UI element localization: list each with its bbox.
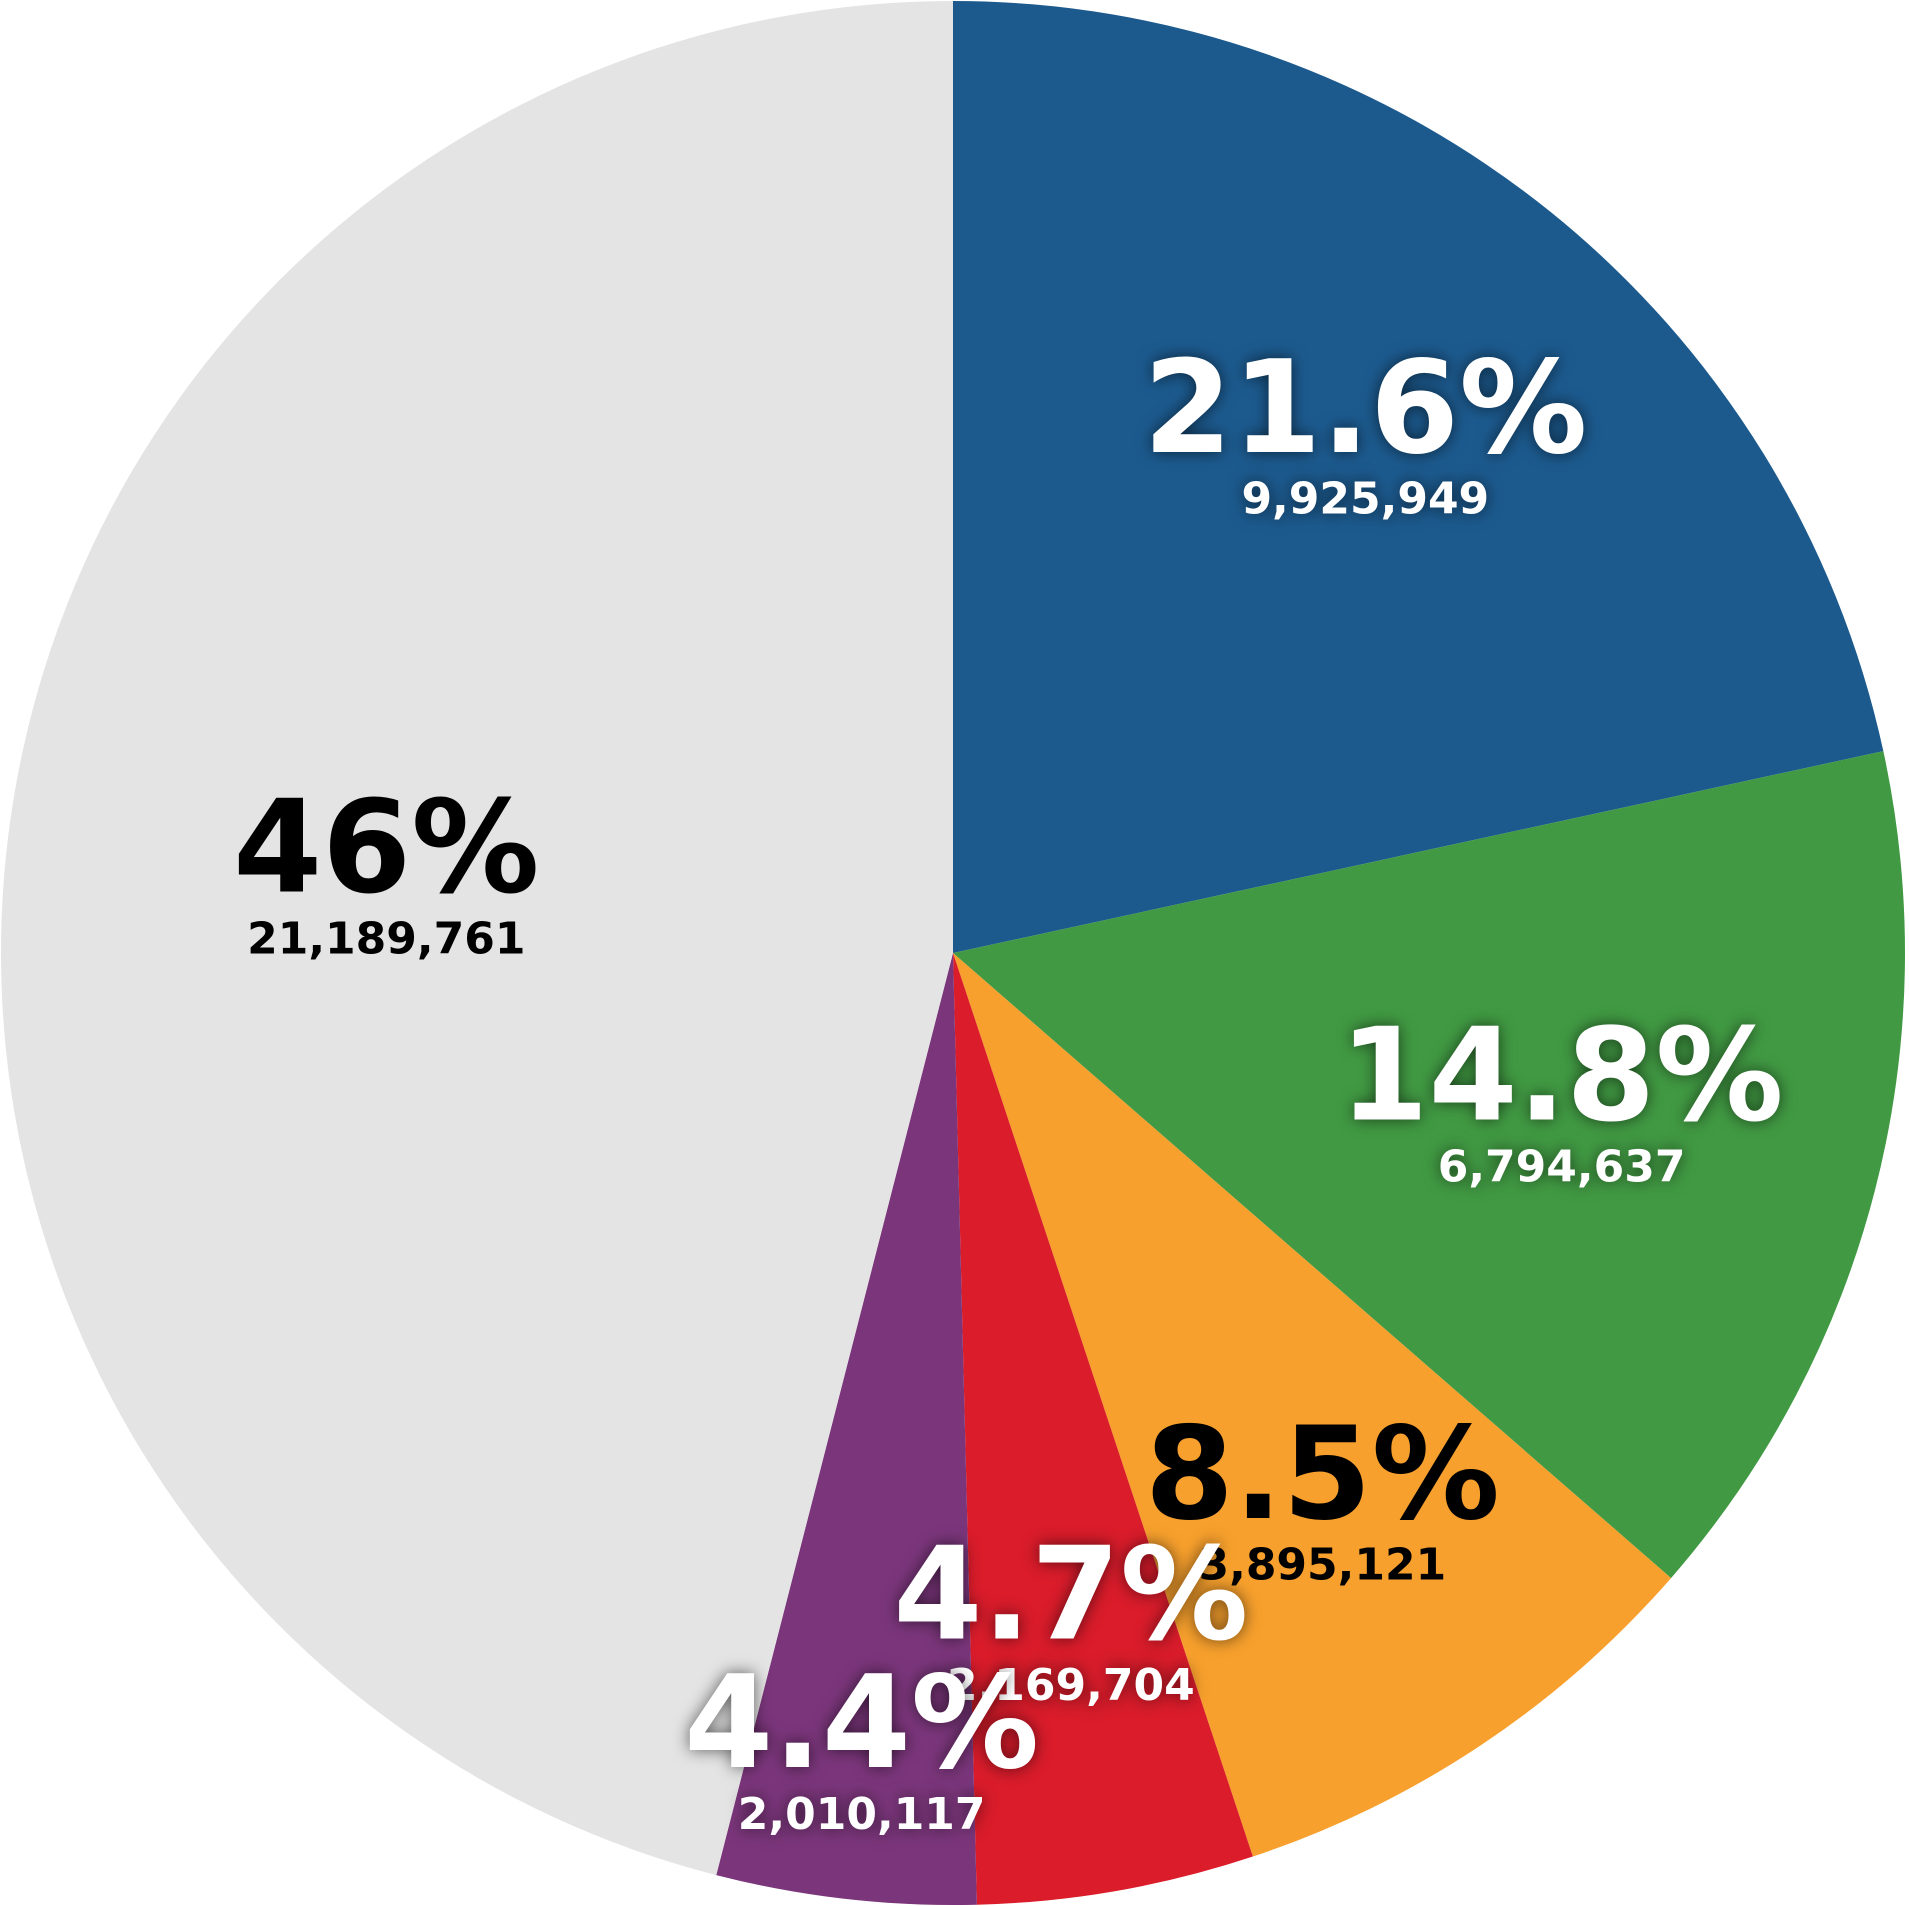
percent-label: 8.5% — [1145, 1400, 1500, 1549]
pie-slice — [953, 953, 1253, 1905]
count-label: 21,189,761 — [247, 913, 525, 964]
count-label: 3,895,121 — [1198, 1540, 1446, 1591]
percent-label: 21.6% — [1143, 334, 1587, 483]
pie-slice — [953, 1, 1884, 953]
percent-label: 14.8% — [1340, 1001, 1784, 1150]
count-label: 9,925,949 — [1241, 474, 1489, 525]
pie-slice — [953, 751, 1905, 1579]
percent-label: 4.7% — [893, 1520, 1248, 1669]
pie-slice — [0, 1, 954, 1876]
percent-label: 4.4% — [684, 1649, 1039, 1798]
percent-label: 46% — [233, 774, 539, 923]
pie-slice — [716, 953, 977, 1905]
count-label: 2,010,117 — [738, 1789, 986, 1840]
count-label: 2,169,704 — [947, 1660, 1195, 1711]
pie-slice — [953, 953, 1672, 1857]
count-label: 6,794,637 — [1438, 1141, 1686, 1192]
